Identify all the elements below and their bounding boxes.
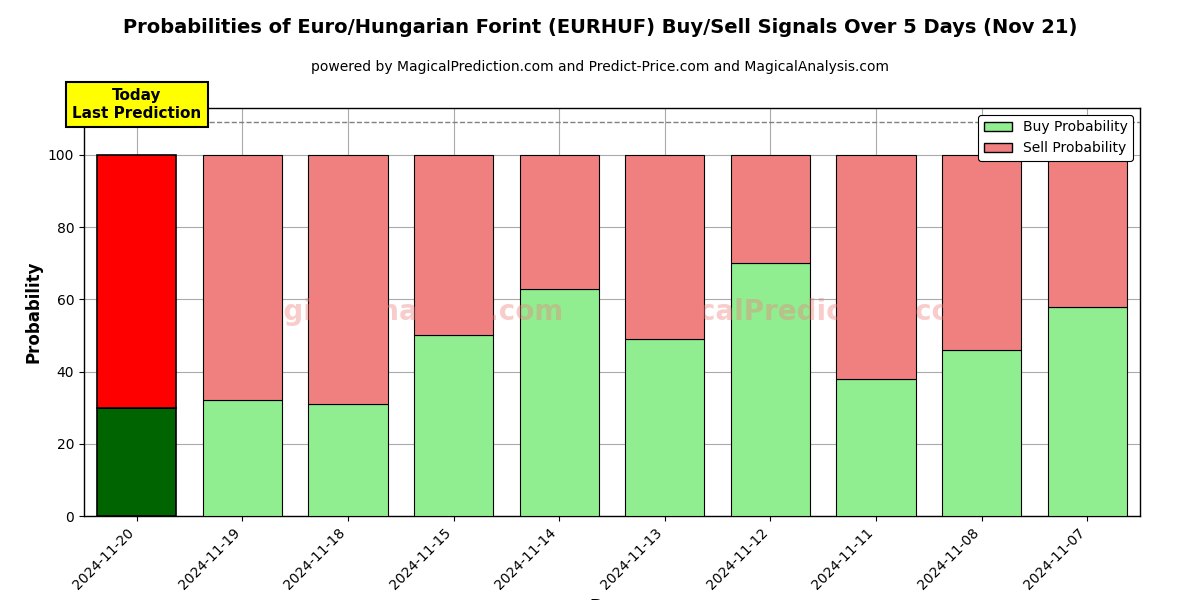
Bar (1048, 307, 1127, 516)
Bar (414, 335, 493, 516)
Bar (308, 404, 388, 516)
Bar (731, 263, 810, 516)
Bar (942, 155, 1021, 350)
Bar (203, 400, 282, 516)
Text: Probabilities of Euro/Hungarian Forint (EURHUF) Buy/Sell Signals Over 5 Days (No: Probabilities of Euro/Hungarian Forint (… (122, 18, 1078, 37)
Bar (836, 155, 916, 379)
Bar (520, 155, 599, 289)
X-axis label: Days: Days (589, 598, 635, 600)
Bar (1048, 155, 1127, 307)
Legend: Buy Probability, Sell Probability: Buy Probability, Sell Probability (978, 115, 1133, 161)
Bar (836, 379, 916, 516)
Bar (625, 155, 704, 339)
Text: powered by MagicalPrediction.com and Predict-Price.com and MagicalAnalysis.com: powered by MagicalPrediction.com and Pre… (311, 60, 889, 74)
Text: Today
Last Prediction: Today Last Prediction (72, 88, 202, 121)
Bar (414, 155, 493, 335)
Bar (942, 350, 1021, 516)
Bar (97, 407, 176, 516)
Bar (731, 155, 810, 263)
Bar (97, 155, 176, 407)
Bar (625, 339, 704, 516)
Bar (520, 289, 599, 516)
Bar (203, 155, 282, 400)
Bar (308, 155, 388, 404)
Text: MagicalAnalysis.com: MagicalAnalysis.com (238, 298, 564, 326)
Text: MagicalPrediction.com: MagicalPrediction.com (624, 298, 980, 326)
Y-axis label: Probability: Probability (24, 261, 42, 363)
